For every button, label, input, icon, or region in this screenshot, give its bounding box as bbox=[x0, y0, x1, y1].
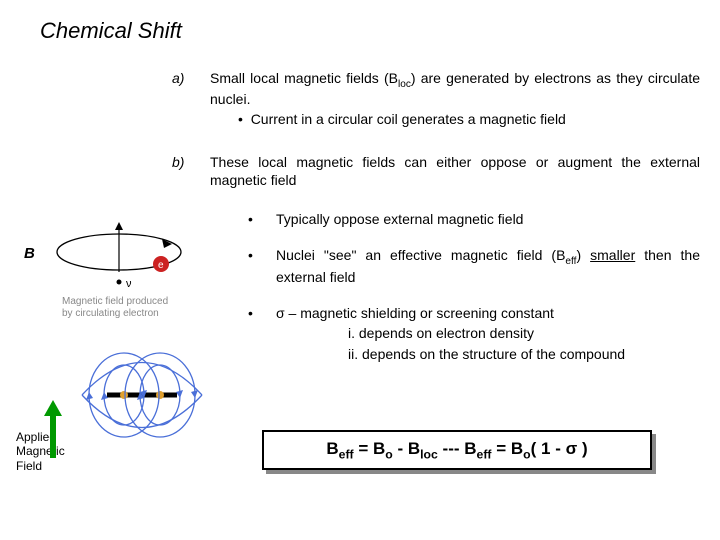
bullet-3-sub2: ii. depends on the structure of the comp… bbox=[348, 345, 700, 363]
f-end: ( 1 - σ ) bbox=[531, 439, 588, 458]
bullet-1-text: Typically oppose external magnetic field bbox=[276, 210, 700, 228]
formula-box: Beff = Bo - Bloc --- Beff = Bo( 1 - σ ) bbox=[262, 430, 652, 470]
text-a-sub-content: Current in a circular coil generates a m… bbox=[251, 111, 566, 127]
text-a-sub-bloc: loc bbox=[398, 79, 411, 90]
circ-t2: by circulating electron bbox=[62, 308, 168, 320]
electron-label: e bbox=[158, 260, 164, 271]
f-m3: = B bbox=[492, 439, 524, 458]
bullet-3-text: σ – magnetic shielding or screening cons… bbox=[276, 304, 700, 363]
bullet-2-sub: eff bbox=[565, 256, 576, 267]
applied-l3: Field bbox=[16, 459, 65, 473]
bullet-2-text: Nuclei "see" an effective magnetic field… bbox=[276, 246, 700, 286]
bullet-2-pre: Nuclei "see" an effective magnetic field… bbox=[276, 247, 565, 263]
bullet-mark: • bbox=[248, 304, 276, 363]
bullet-list: • Typically oppose external magnetic fie… bbox=[248, 210, 700, 365]
f-m2: - B bbox=[393, 439, 420, 458]
f-s5: o bbox=[523, 447, 530, 461]
bullet-3-main: σ – magnetic shielding or screening cons… bbox=[276, 305, 554, 321]
bullet-2: • Nuclei "see" an effective magnetic fie… bbox=[248, 246, 700, 286]
dipole-field-diagram bbox=[72, 350, 212, 440]
item-a-label: a) bbox=[172, 70, 184, 86]
circ-t1: Magnetic field produced bbox=[62, 296, 168, 308]
text-a-pre: Small local magnetic fields (B bbox=[210, 70, 398, 86]
bullet-3: • σ – magnetic shielding or screening co… bbox=[248, 304, 700, 363]
f-p1: B bbox=[326, 439, 338, 458]
f-m1: = B bbox=[354, 439, 386, 458]
bullet-1: • Typically oppose external magnetic fie… bbox=[248, 210, 700, 228]
bullet-2-underlined: smaller bbox=[590, 247, 635, 263]
bullet-2-post: ) bbox=[576, 247, 590, 263]
nucleus-label: ν bbox=[126, 278, 132, 290]
text-a-subpoint: • Current in a circular coil generates a… bbox=[238, 111, 700, 129]
f-s3: loc bbox=[420, 447, 438, 461]
f-s4: eff bbox=[477, 447, 492, 461]
bullet-mark: • bbox=[248, 246, 276, 286]
f-p2: B bbox=[464, 439, 476, 458]
text-a: Small local magnetic fields (Bloc) are g… bbox=[210, 70, 700, 128]
item-b-label: b) bbox=[172, 154, 184, 170]
text-b: These local magnetic fields can either o… bbox=[210, 154, 700, 189]
f-sep: --- bbox=[438, 439, 464, 458]
f-s2: o bbox=[385, 447, 392, 461]
bullet-3-sub1: i. depends on electron density bbox=[348, 324, 700, 342]
f-s1: eff bbox=[339, 447, 354, 461]
page-title: Chemical Shift bbox=[40, 18, 182, 44]
circulating-electron-caption: Magnetic field produced by circulating e… bbox=[62, 296, 168, 320]
b-field-label: B bbox=[24, 245, 35, 262]
bullet-mark: • bbox=[248, 210, 276, 228]
formula: Beff = Bo - Bloc --- Beff = Bo( 1 - σ ) bbox=[326, 439, 587, 461]
applied-field-arrow-icon bbox=[42, 400, 64, 460]
